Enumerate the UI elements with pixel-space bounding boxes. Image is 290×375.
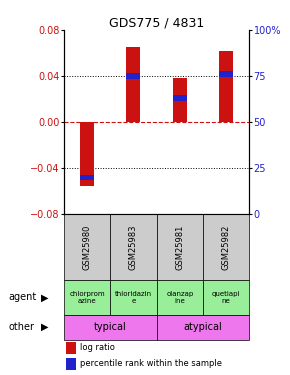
Bar [173,78,187,122]
Bar [110,280,157,315]
Title: GDS775 / 4831: GDS775 / 4831 [109,17,204,30]
Bar [64,280,110,315]
Text: GSM25982: GSM25982 [222,225,231,270]
Text: typical: typical [94,322,126,332]
Text: GSM25980: GSM25980 [82,225,92,270]
Text: ▶: ▶ [41,322,49,332]
Bar [203,280,249,315]
Bar [126,47,140,122]
Bar [64,214,110,280]
Text: atypical: atypical [184,322,222,332]
Bar [157,315,249,340]
Bar [66,358,76,370]
Text: log ratio: log ratio [79,344,115,352]
Text: agent: agent [9,292,37,303]
Bar [80,122,94,186]
Bar [66,342,76,354]
Text: percentile rank within the sample: percentile rank within the sample [79,359,222,368]
Text: other: other [9,322,35,332]
Text: chlorprom
azine: chlorprom azine [69,291,105,304]
Text: olanzap
ine: olanzap ine [166,291,193,304]
Bar [80,175,94,180]
Text: quetiapi
ne: quetiapi ne [212,291,240,304]
Text: GSM25983: GSM25983 [129,225,138,270]
Text: ▶: ▶ [41,292,49,303]
Bar [173,95,187,101]
Text: thioridazin
e: thioridazin e [115,291,152,304]
Bar [64,315,157,340]
Bar [110,214,157,280]
Bar [157,280,203,315]
Text: GSM25981: GSM25981 [175,225,184,270]
Bar [203,214,249,280]
Bar [219,51,233,122]
Bar [157,214,203,280]
Bar [126,73,140,79]
Bar [219,71,233,77]
